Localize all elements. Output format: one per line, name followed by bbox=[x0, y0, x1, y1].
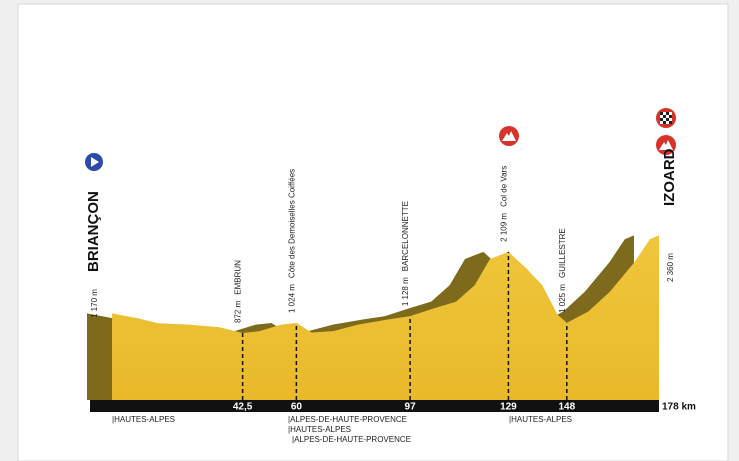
region-label: |HAUTES-ALPES bbox=[112, 415, 175, 424]
altitude-label: 872 m bbox=[234, 300, 243, 323]
waypoint-label: 1 128 m BARCELONNETTE bbox=[401, 201, 410, 306]
x-tick-label: 60 bbox=[291, 402, 303, 413]
place-name: Côte des Demoiselles Coiffées bbox=[287, 169, 296, 278]
waypoint-label: 872 m EMBRUN bbox=[234, 260, 243, 323]
place-name: IZOARD bbox=[661, 148, 678, 206]
altitude-label: 2 109 m bbox=[499, 213, 508, 242]
x-tick-label: 129 bbox=[500, 402, 517, 413]
start-icon bbox=[85, 153, 103, 171]
region-label: |ALPES-DE-HAUTE-PROVENCE bbox=[288, 415, 407, 424]
x-tick-label: 148 bbox=[558, 402, 575, 413]
altitude-label: 1 128 m bbox=[401, 277, 410, 306]
x-tick-label: 178 km bbox=[662, 402, 696, 413]
x-tick-label: 42,5 bbox=[233, 402, 253, 413]
place-name: Col de Vars bbox=[499, 166, 508, 207]
summit-icon bbox=[499, 126, 519, 146]
distance-bar bbox=[90, 400, 659, 412]
altitude-label: 1 025 m bbox=[558, 284, 567, 313]
region-label: |HAUTES-ALPES bbox=[288, 425, 351, 434]
profile-area bbox=[112, 235, 659, 400]
place-name: EMBRUN bbox=[234, 260, 243, 295]
waypoint-label: 2 109 m Col de Vars bbox=[499, 166, 508, 242]
waypoint-label: 1 025 m GUILLESTRE bbox=[558, 228, 567, 313]
waypoint-label: 1 024 m Côte des Demoiselles Coiffées bbox=[287, 169, 296, 313]
altitude-label: 1 024 m bbox=[287, 284, 296, 313]
region-label: |HAUTES-ALPES bbox=[509, 415, 572, 424]
finish-icon bbox=[656, 108, 676, 128]
altitude-label: 2 360 m bbox=[666, 253, 675, 282]
altitude-label: 1 170 m bbox=[90, 289, 99, 318]
summit-icon bbox=[656, 135, 676, 155]
place-name: BRIANÇON bbox=[85, 191, 102, 272]
region-label: |ALPES-DE-HAUTE-PROVENCE bbox=[292, 435, 411, 444]
place-name: GUILLESTRE bbox=[558, 228, 567, 278]
x-tick-label: 97 bbox=[405, 402, 417, 413]
place-name: BARCELONNETTE bbox=[401, 201, 410, 271]
